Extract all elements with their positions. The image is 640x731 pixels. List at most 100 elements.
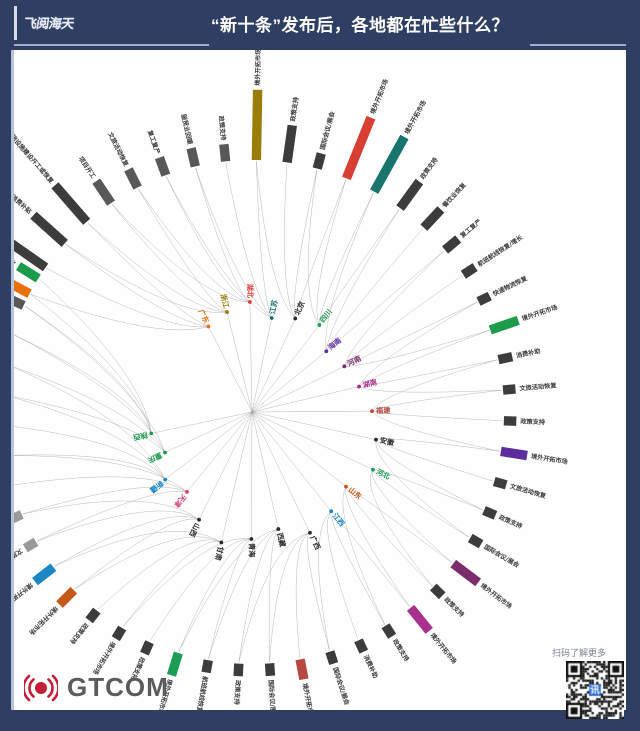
province-node[interactable]: 陕西 xyxy=(132,430,154,442)
bar-label: 政策支持 xyxy=(520,417,546,426)
province-label: 广东 xyxy=(197,308,212,325)
province-category-link xyxy=(307,169,320,326)
province-category-link xyxy=(238,528,279,663)
radial-bar xyxy=(140,640,154,656)
bar-label: 境外开拓市场 xyxy=(254,50,263,86)
radial-bar xyxy=(15,262,41,283)
bar-label: 国际会议/展会 xyxy=(267,680,278,710)
bar-rect xyxy=(219,143,231,162)
province-dot xyxy=(293,316,298,321)
province-category-link xyxy=(325,192,374,352)
bar-label: 文旅活动恢复 xyxy=(14,547,24,573)
bar-label: 项目开工 xyxy=(77,155,98,181)
bar-label: 国际会议/展会 xyxy=(483,543,522,570)
province-dot xyxy=(163,450,167,455)
province-category-link xyxy=(14,366,166,453)
province-category-link xyxy=(345,486,410,607)
bar-label: 境外开拓市场 xyxy=(479,582,513,611)
province-node[interactable]: 海南 xyxy=(324,336,343,354)
province-category-link xyxy=(122,541,222,627)
province-label: 湖南 xyxy=(362,377,378,389)
province-label: 福建 xyxy=(375,406,391,415)
province-dot xyxy=(269,316,274,320)
bar-rect xyxy=(22,537,39,553)
radial-bar xyxy=(430,583,446,600)
radial-bar xyxy=(56,586,78,608)
radial-bar xyxy=(500,446,528,461)
radial-bar xyxy=(497,352,514,365)
bar-rect xyxy=(381,623,397,639)
header-rule-right xyxy=(530,44,626,46)
bar-label: 国际会议/展会 xyxy=(318,110,336,151)
province-category-link xyxy=(166,176,250,303)
province-category-link xyxy=(358,330,489,387)
qr-caption: 扫码了解更多 xyxy=(552,648,607,658)
radial-bar xyxy=(342,115,376,181)
province-node[interactable]: 江西 xyxy=(329,509,347,528)
province-category-link xyxy=(65,244,209,327)
province-node[interactable]: 甘肃 xyxy=(213,540,225,562)
province-category-link xyxy=(295,532,311,658)
province-node[interactable]: 西藏 xyxy=(275,527,287,549)
header-rule-left xyxy=(14,44,209,46)
province-dot xyxy=(248,300,252,304)
bar-rect xyxy=(124,167,142,190)
radial-bar xyxy=(30,211,68,247)
province-category-link xyxy=(46,268,209,328)
province-dot xyxy=(276,527,281,531)
province-category-link xyxy=(371,469,453,563)
province-label: 青海 xyxy=(247,543,256,558)
province-node[interactable]: 青海 xyxy=(247,537,256,558)
province-node[interactable]: 湖北 xyxy=(246,284,255,304)
hub-spoke xyxy=(251,411,311,533)
bar-rect xyxy=(14,254,32,298)
province-node[interactable]: 浙江 xyxy=(219,293,231,314)
bar-rect xyxy=(15,262,41,283)
province-category-link xyxy=(238,532,311,663)
bar-label: 消费补助 xyxy=(362,654,380,680)
province-dot xyxy=(197,517,201,522)
province-category-link xyxy=(65,244,228,313)
radial-bar xyxy=(488,315,520,335)
header-accent-rule xyxy=(14,6,17,40)
province-node[interactable]: 湖南 xyxy=(357,377,378,390)
province-node[interactable]: 天津 xyxy=(172,489,189,510)
province-dot xyxy=(317,323,322,327)
province-category-link xyxy=(345,486,433,587)
bar-rect xyxy=(111,625,127,642)
province-category-link xyxy=(97,539,222,610)
province-node[interactable]: 四川 xyxy=(317,307,334,327)
bar-label: 餐饮业恢复 xyxy=(441,181,469,210)
province-category-link xyxy=(371,390,502,412)
bar-rect xyxy=(14,235,49,272)
province-node[interactable]: 江苏 xyxy=(268,298,280,320)
province-category-link xyxy=(371,359,498,412)
radial-bar xyxy=(51,182,91,225)
footer-brand: GTCOM xyxy=(24,672,169,703)
radial-bar xyxy=(476,291,492,306)
province-node[interactable]: 广东 xyxy=(197,308,212,329)
radial-bar xyxy=(381,623,397,639)
qr-code[interactable] xyxy=(566,661,624,719)
bar-label: 境外开拓市场 xyxy=(301,682,316,710)
bar-label: 国际会议/展会 xyxy=(331,666,351,707)
province-label: 陕西 xyxy=(132,430,148,442)
province-node[interactable]: 安徽 xyxy=(374,436,396,448)
province-category-link xyxy=(111,204,250,303)
radial-bar xyxy=(450,559,482,587)
province-node[interactable]: 山西 xyxy=(187,517,202,539)
province-node[interactable]: 福建 xyxy=(370,406,391,415)
province-category-link xyxy=(87,222,209,327)
province-category-link xyxy=(344,275,463,367)
bar-label: 基础设施建设开工或恢复 xyxy=(14,128,56,186)
province-node[interactable]: 重庆 xyxy=(146,451,167,466)
bar-rect xyxy=(264,663,276,677)
bar-rect xyxy=(14,510,24,524)
province-label: 河南 xyxy=(346,354,363,368)
province-category-link xyxy=(345,486,453,563)
bar-rect xyxy=(166,651,183,677)
radial-bar xyxy=(325,650,339,665)
province-node[interactable]: 河南 xyxy=(342,354,363,369)
radial-bar xyxy=(14,254,32,298)
bar-label: 境外开拓市场 xyxy=(14,581,34,610)
